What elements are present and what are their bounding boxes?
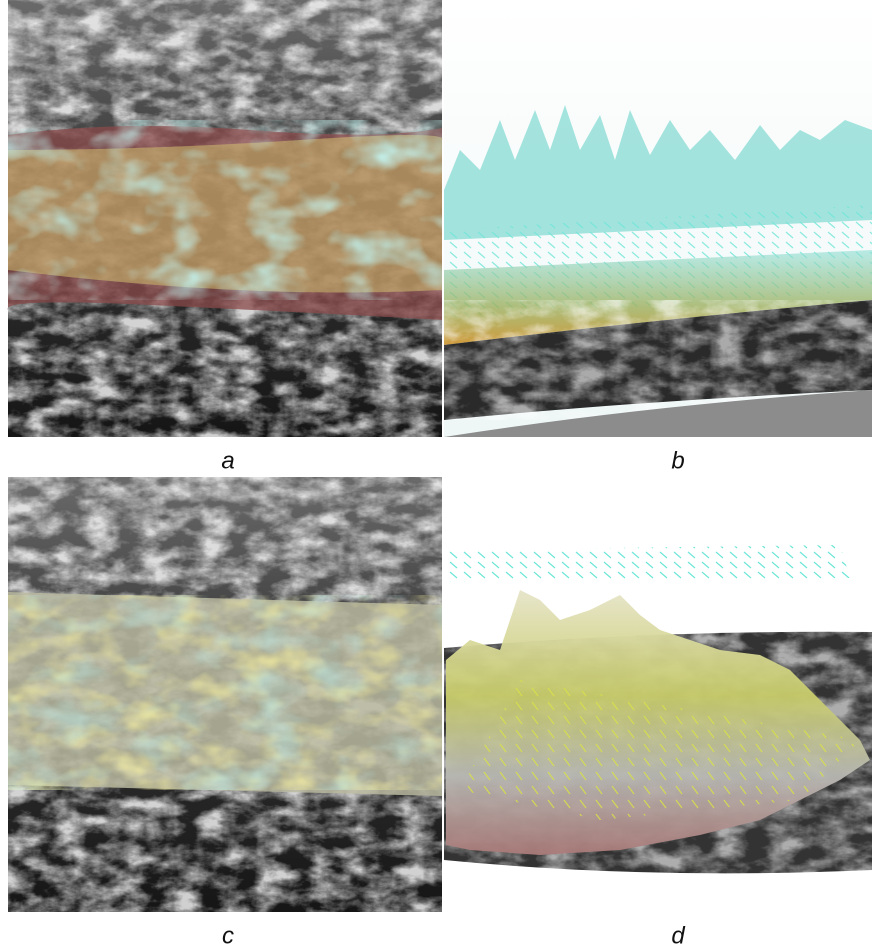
panel-c (8, 477, 442, 912)
panel-b (444, 0, 872, 437)
panel-a (8, 0, 443, 437)
panel-label: c (222, 922, 234, 949)
figure-canvas: a b c d (0, 0, 872, 951)
panel-label: b (671, 447, 684, 474)
panel-label: d (671, 922, 685, 949)
figure: a b c d (0, 0, 872, 951)
panel-d (444, 477, 872, 912)
panel-label: a (221, 447, 234, 474)
